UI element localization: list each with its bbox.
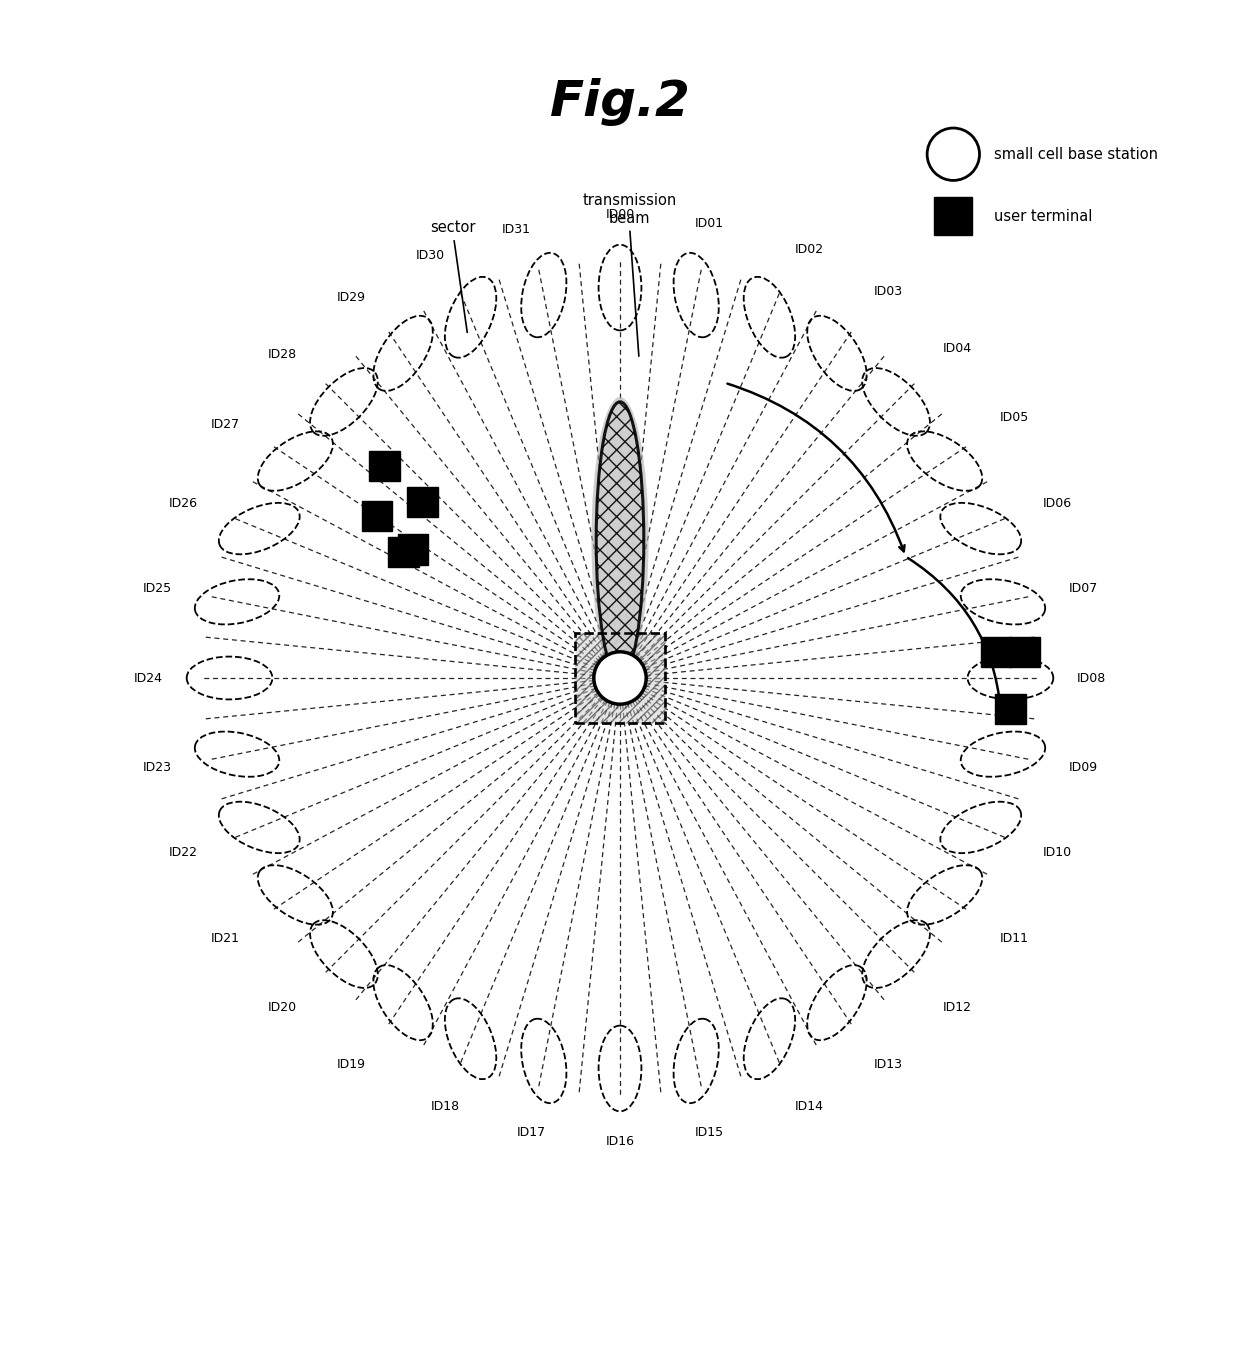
Bar — [362, 500, 392, 532]
Text: ID03: ID03 — [874, 285, 903, 298]
Text: ID02: ID02 — [795, 243, 825, 256]
Text: ID15: ID15 — [694, 1127, 724, 1139]
Text: ID00: ID00 — [605, 207, 635, 221]
Text: ID07: ID07 — [1069, 582, 1097, 595]
Text: ID08: ID08 — [1078, 671, 1106, 685]
Bar — [398, 534, 428, 564]
Text: ID26: ID26 — [169, 496, 197, 510]
Bar — [370, 452, 399, 481]
Text: ID24: ID24 — [134, 671, 162, 685]
Text: ID19: ID19 — [337, 1058, 366, 1071]
Text: ID16: ID16 — [605, 1135, 635, 1149]
Text: ID05: ID05 — [1001, 411, 1029, 424]
Circle shape — [594, 652, 646, 704]
Text: ID13: ID13 — [874, 1058, 903, 1071]
Text: transmission
beam: transmission beam — [583, 194, 677, 357]
Text: ID17: ID17 — [516, 1127, 546, 1139]
Text: ID22: ID22 — [169, 846, 197, 860]
Ellipse shape — [596, 401, 644, 678]
Bar — [934, 197, 972, 235]
Text: ID09: ID09 — [1069, 761, 1097, 774]
Text: ID31: ID31 — [502, 224, 531, 236]
Bar — [996, 694, 1025, 724]
Circle shape — [928, 127, 980, 180]
Text: sector: sector — [430, 220, 476, 332]
Text: ID28: ID28 — [268, 348, 296, 361]
Text: ID04: ID04 — [944, 342, 972, 355]
Bar — [575, 633, 665, 723]
Text: ID18: ID18 — [430, 1100, 460, 1113]
Text: ID29: ID29 — [337, 292, 366, 305]
Bar — [388, 537, 419, 567]
Text: ID06: ID06 — [1043, 496, 1071, 510]
Text: ID10: ID10 — [1043, 846, 1071, 860]
Text: user terminal: user terminal — [993, 209, 1092, 224]
Text: ID11: ID11 — [1001, 932, 1029, 945]
Bar — [1009, 636, 1040, 667]
Text: ID12: ID12 — [944, 1001, 972, 1014]
Text: ID21: ID21 — [211, 932, 239, 945]
Text: ID23: ID23 — [143, 761, 171, 774]
Text: ID20: ID20 — [268, 1001, 296, 1014]
Text: ID01: ID01 — [694, 217, 724, 229]
Text: ID27: ID27 — [211, 418, 239, 431]
Text: small cell base station: small cell base station — [993, 146, 1158, 161]
Text: ID30: ID30 — [415, 250, 445, 262]
Bar — [407, 487, 438, 517]
Ellipse shape — [591, 397, 649, 683]
Text: ID14: ID14 — [795, 1100, 823, 1113]
Bar — [981, 636, 1012, 667]
Text: Fig.2: Fig.2 — [549, 79, 691, 126]
Text: ID25: ID25 — [143, 582, 171, 595]
Bar — [575, 633, 665, 723]
